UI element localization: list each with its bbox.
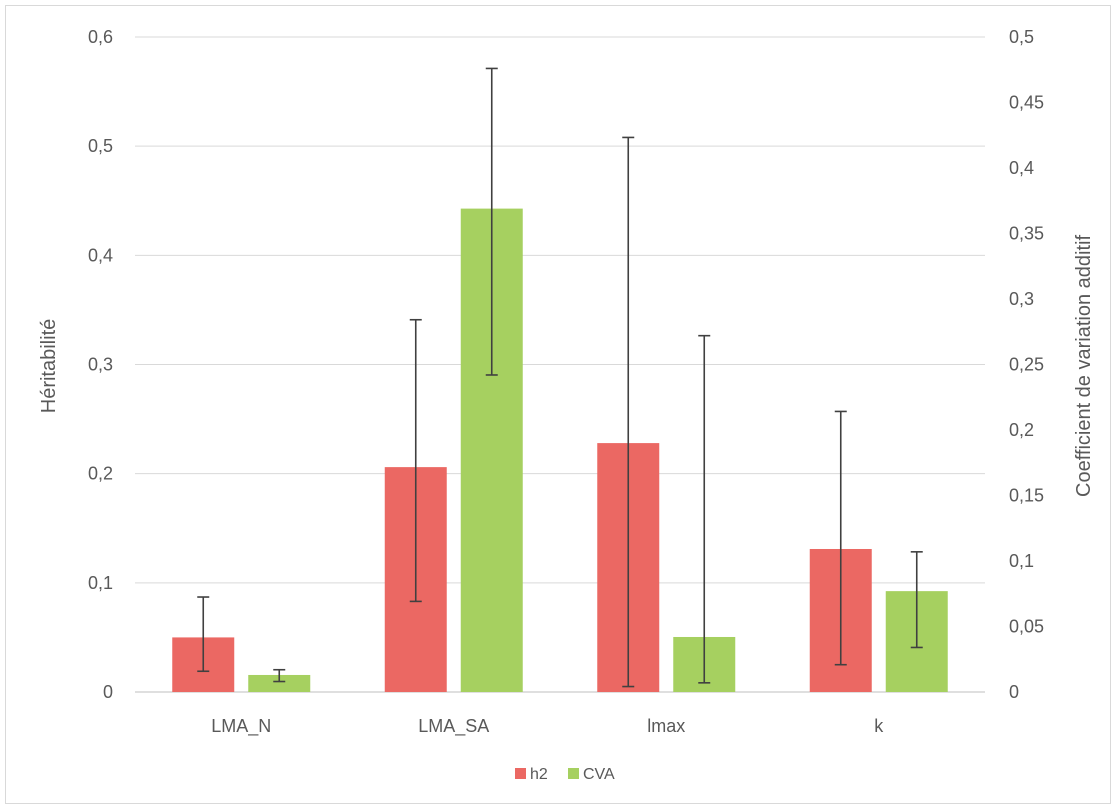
y-axis-title-right: Coefficient de variation additif [1073, 235, 1095, 497]
y-tick-label-left: 0,6 [88, 27, 113, 47]
left-axis-ticks: 0 0,1 0,2 0,3 0,4 0,5 0,6 [88, 27, 113, 702]
right-axis-ticks: 0 0,05 0,1 0,15 0,2 0,25 0,3 0,35 0,4 0,45 0,5 [1009, 27, 1044, 702]
x-tick-label: lmax [647, 716, 685, 736]
y-tick-label-right: 0,45 [1009, 93, 1044, 113]
y-tick-label-right: 0,1 [1009, 551, 1034, 571]
y-tick-label-right: 0,4 [1009, 158, 1034, 178]
y-tick-label-left: 0,1 [88, 573, 113, 593]
y-tick-label-right: 0 [1009, 682, 1019, 702]
y-tick-label-right: 0,3 [1009, 289, 1034, 309]
y-tick-label-left: 0,5 [88, 136, 113, 156]
legend-label-h2: h2 [530, 766, 548, 783]
y-tick-label-left: 0,3 [88, 355, 113, 375]
legend-label-cva: CVA [583, 766, 615, 783]
bars [172, 208, 948, 693]
error-bars [197, 67, 923, 688]
y-tick-label-right: 0,25 [1009, 355, 1044, 375]
y-tick-label-left: 0,4 [88, 245, 113, 265]
y-tick-label-right: 0,05 [1009, 617, 1044, 637]
y-axis-title-left: Héritabilité [38, 319, 60, 413]
y-tick-label-right: 0,5 [1009, 27, 1034, 47]
legend-swatch-h2 [515, 768, 526, 779]
x-tick-label: LMA_N [211, 716, 271, 737]
category-axis-ticks: LMA_N LMA_SA lmax k [211, 716, 884, 737]
x-tick-label: k [874, 716, 884, 736]
x-tick-label: LMA_SA [418, 716, 489, 737]
legend: h2 CVA [515, 766, 615, 783]
y-tick-label-left: 0 [103, 682, 113, 702]
y-tick-label-right: 0,2 [1009, 420, 1034, 440]
legend-swatch-cva [568, 768, 579, 779]
y-tick-label-right: 0,35 [1009, 224, 1044, 244]
y-tick-label-left: 0,2 [88, 464, 113, 484]
y-tick-label-right: 0,15 [1009, 486, 1044, 506]
bar-cva [248, 674, 311, 692]
